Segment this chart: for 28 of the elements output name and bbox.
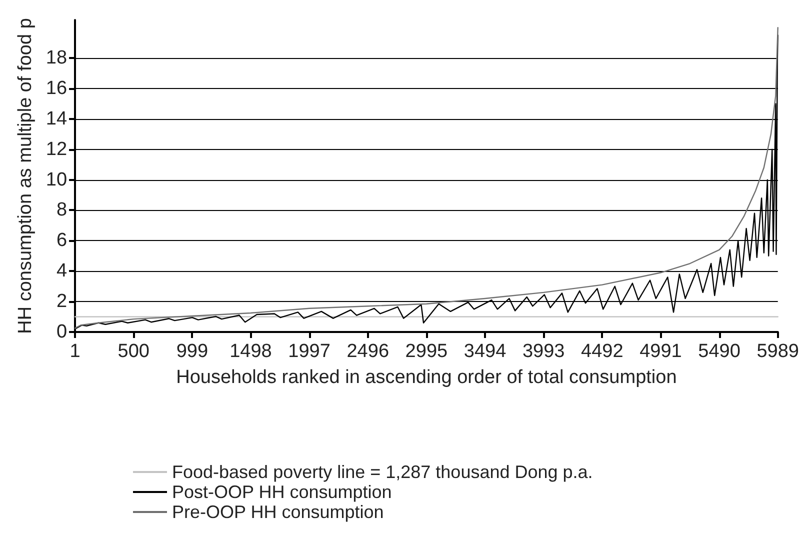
x-tick-label: 3494 — [464, 341, 507, 362]
x-tick-label: 5989 — [756, 341, 800, 362]
x-tick-label: 4492 — [581, 341, 624, 362]
y-tick-label: 16 — [46, 78, 68, 99]
x-tick-label: 2995 — [405, 341, 448, 362]
y-tick-label: 8 — [56, 200, 68, 221]
y-tick-label: 10 — [46, 169, 68, 190]
legend-label: Post-OOP HH consumption — [172, 482, 392, 502]
x-axis-title: Households ranked in ascending order of total consumption — [176, 367, 677, 388]
x-tick-label: 4991 — [640, 341, 682, 362]
y-tick-label: 2 — [56, 291, 68, 312]
x-tick-label: 1498 — [230, 341, 272, 362]
y-tick-label: 4 — [56, 260, 68, 282]
x-tick-label: 3993 — [522, 341, 565, 362]
x-tick-label: 500 — [118, 341, 150, 362]
y-tick-label: 0 — [56, 322, 68, 342]
x-tick-label: 1 — [70, 341, 80, 362]
y-axis-title: HH consumption as multiple of food p — [15, 18, 36, 334]
y-tick-label: 12 — [46, 138, 68, 160]
legend-label: Food-based poverty line = 1,287 thousand Dong p.a. — [172, 462, 593, 482]
y-tick-label: 6 — [56, 230, 68, 252]
legend-label: Pre-OOP HH consumption — [172, 502, 384, 522]
x-tick-label: 2496 — [346, 341, 390, 362]
y-tick-label: 18 — [46, 48, 68, 69]
x-tick-label: 999 — [176, 341, 208, 362]
y-tick-label: 14 — [46, 108, 68, 130]
x-tick-label: 5490 — [698, 341, 740, 362]
x-tick-label: 1997 — [288, 341, 330, 362]
